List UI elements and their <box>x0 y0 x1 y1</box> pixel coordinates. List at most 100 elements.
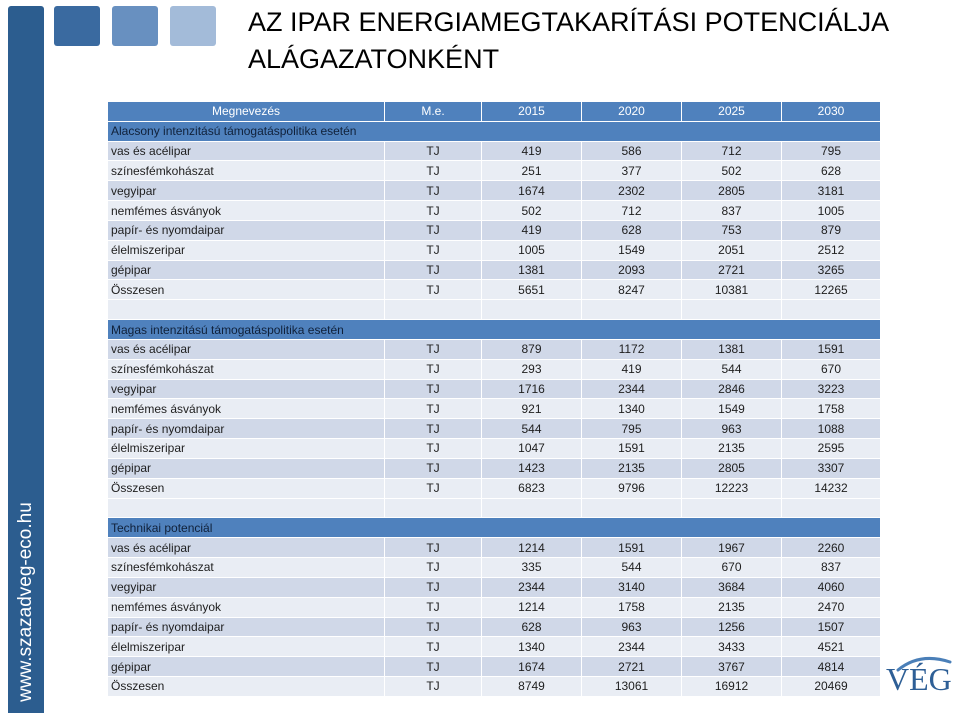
value-cell-2015: 293 <box>482 359 582 379</box>
unit-cell: TJ <box>385 141 482 161</box>
table-row: Összesen TJ 5651 8247 10381 12265 <box>108 280 880 301</box>
value-cell-2030: 1088 <box>817 421 845 436</box>
row-label: vas és acélipar <box>108 141 385 161</box>
value-cell-2030: 2260 <box>817 540 845 555</box>
value-cell-2025: 670 <box>682 558 782 577</box>
value-cell-2015: 879 <box>482 339 582 359</box>
unit-cell: TJ <box>385 439 482 458</box>
table-row: vegyipar TJ 2344 3140 3684 4060 <box>108 577 880 598</box>
table-row: nemfémes ásványok TJ 921 1340 1549 1758 <box>108 399 880 420</box>
row-label: gépipar <box>108 260 385 280</box>
header-2020: 2020 <box>582 102 682 121</box>
value-cell-2030: 1591 <box>817 342 845 357</box>
value-cell-2015: 419 <box>482 141 582 161</box>
value-cell-2030: 3307 <box>817 461 845 476</box>
value-cell-2025: 2135 <box>682 439 782 458</box>
unit-cell: TJ <box>385 379 482 399</box>
value-cell-2025: 2721 <box>682 260 782 280</box>
decor-square-dark <box>54 6 100 46</box>
value-cell-2025: 753 <box>682 220 782 240</box>
empty-cell <box>108 300 385 320</box>
value-cell-2020: 2721 <box>582 657 682 677</box>
value-cell-2030: 879 <box>820 223 842 238</box>
value-cell-2020: 1549 <box>582 240 682 260</box>
row-label: Összesen <box>108 280 385 300</box>
unit-cell: TJ <box>385 558 482 577</box>
unit-cell: TJ <box>385 359 482 379</box>
unit-cell: TJ <box>385 240 482 260</box>
value-cell-2015: 2344 <box>482 577 582 597</box>
table-row: vegyipar TJ 1674 2302 2805 3181 <box>108 181 880 202</box>
value-cell-2015: 1674 <box>482 181 582 201</box>
value-cell-2030: 1758 <box>817 401 845 416</box>
row-label: nemfémes ásványok <box>108 201 385 220</box>
empty-cell <box>582 300 682 320</box>
value-cell-2030: 3265 <box>817 263 845 278</box>
value-cell-2030: 3223 <box>817 382 845 396</box>
value-cell-2020: 1591 <box>582 439 682 458</box>
unit-cell: TJ <box>385 677 482 696</box>
row-label: gépipar <box>108 657 385 677</box>
decor-square-medium <box>112 6 158 46</box>
value-cell-2030: 3181 <box>817 183 845 198</box>
value-cell-2020: 1172 <box>582 339 682 359</box>
row-label: vas és acélipar <box>108 538 385 558</box>
value-cell-2020: 712 <box>582 201 682 220</box>
value-cell-2025: 12223 <box>682 478 782 498</box>
unit-cell: TJ <box>385 201 482 220</box>
unit-cell: TJ <box>385 637 482 657</box>
unit-cell: TJ <box>385 260 482 280</box>
table-header-row: Megnevezés M.e. 2015 2020 2025 2030 <box>108 102 880 122</box>
row-label: élelmiszeripar <box>108 439 385 458</box>
empty-cell <box>482 498 582 518</box>
value-cell-2030: 670 <box>820 362 842 377</box>
veg-logo: VÉG <box>886 656 952 697</box>
value-cell-2015: 1047 <box>482 439 582 458</box>
energy-potential-table: Megnevezés M.e. 2015 2020 2025 2030 Alac… <box>108 102 880 697</box>
table-row: színesfémkohászat TJ 293 419 544 670 <box>108 359 880 380</box>
section-title: Alacsony intenzitású támogatáspolitika e… <box>111 124 357 139</box>
table-body: Alacsony intenzitású támogatáspolitika e… <box>108 121 880 697</box>
value-cell-2025: 502 <box>682 161 782 181</box>
row-label: színesfémkohászat <box>108 359 385 379</box>
logo-swoosh-icon <box>896 656 952 672</box>
row-label: vas és acélipar <box>108 339 385 359</box>
row-label: élelmiszeripar <box>108 637 385 657</box>
decor-square-light <box>170 6 216 46</box>
row-label: vegyipar <box>108 379 385 399</box>
value-cell-2015: 1674 <box>482 657 582 677</box>
logo-text: VÉG <box>886 661 952 697</box>
spacer-row <box>108 498 880 519</box>
value-cell-2025: 3433 <box>682 637 782 657</box>
table-row: vegyipar TJ 1716 2344 2846 3223 <box>108 379 880 400</box>
value-cell-2025: 544 <box>682 359 782 379</box>
section-title: Magas intenzitású támogatáspolitika eset… <box>111 322 344 337</box>
value-cell-2020: 628 <box>582 220 682 240</box>
empty-cell <box>682 498 782 518</box>
empty-cell <box>385 300 482 320</box>
unit-cell: TJ <box>385 478 482 498</box>
value-cell-2020: 795 <box>582 419 682 439</box>
brand-side-bar: www.szazadveg-eco.hu <box>8 6 44 713</box>
value-cell-2030: 20469 <box>814 679 848 694</box>
unit-cell: TJ <box>385 458 482 478</box>
value-cell-2030: 837 <box>820 560 842 575</box>
value-cell-2030: 4521 <box>817 639 845 654</box>
value-cell-2020: 1591 <box>582 538 682 558</box>
value-cell-2020: 544 <box>582 558 682 577</box>
row-label: papír- és nyomdaipar <box>108 617 385 637</box>
value-cell-2015: 1340 <box>482 637 582 657</box>
page-title-line-1: AZ IPAR ENERGIAMEGTAKARÍTÁSI POTENCIÁLJA <box>248 7 890 37</box>
value-cell-2025: 1549 <box>682 399 782 419</box>
value-cell-2015: 1214 <box>482 538 582 558</box>
value-cell-2030: 1005 <box>817 203 845 218</box>
table-row: színesfémkohászat TJ 251 377 502 628 <box>108 161 880 182</box>
unit-cell: TJ <box>385 181 482 201</box>
unit-cell: TJ <box>385 280 482 300</box>
value-cell-2030: 2512 <box>817 243 845 258</box>
value-cell-2025: 10381 <box>682 280 782 300</box>
value-cell-2015: 1423 <box>482 458 582 478</box>
unit-cell: TJ <box>385 419 482 439</box>
value-cell-2030: 795 <box>820 144 842 159</box>
table-row: élelmiszeripar TJ 1005 1549 2051 2512 <box>108 240 880 261</box>
